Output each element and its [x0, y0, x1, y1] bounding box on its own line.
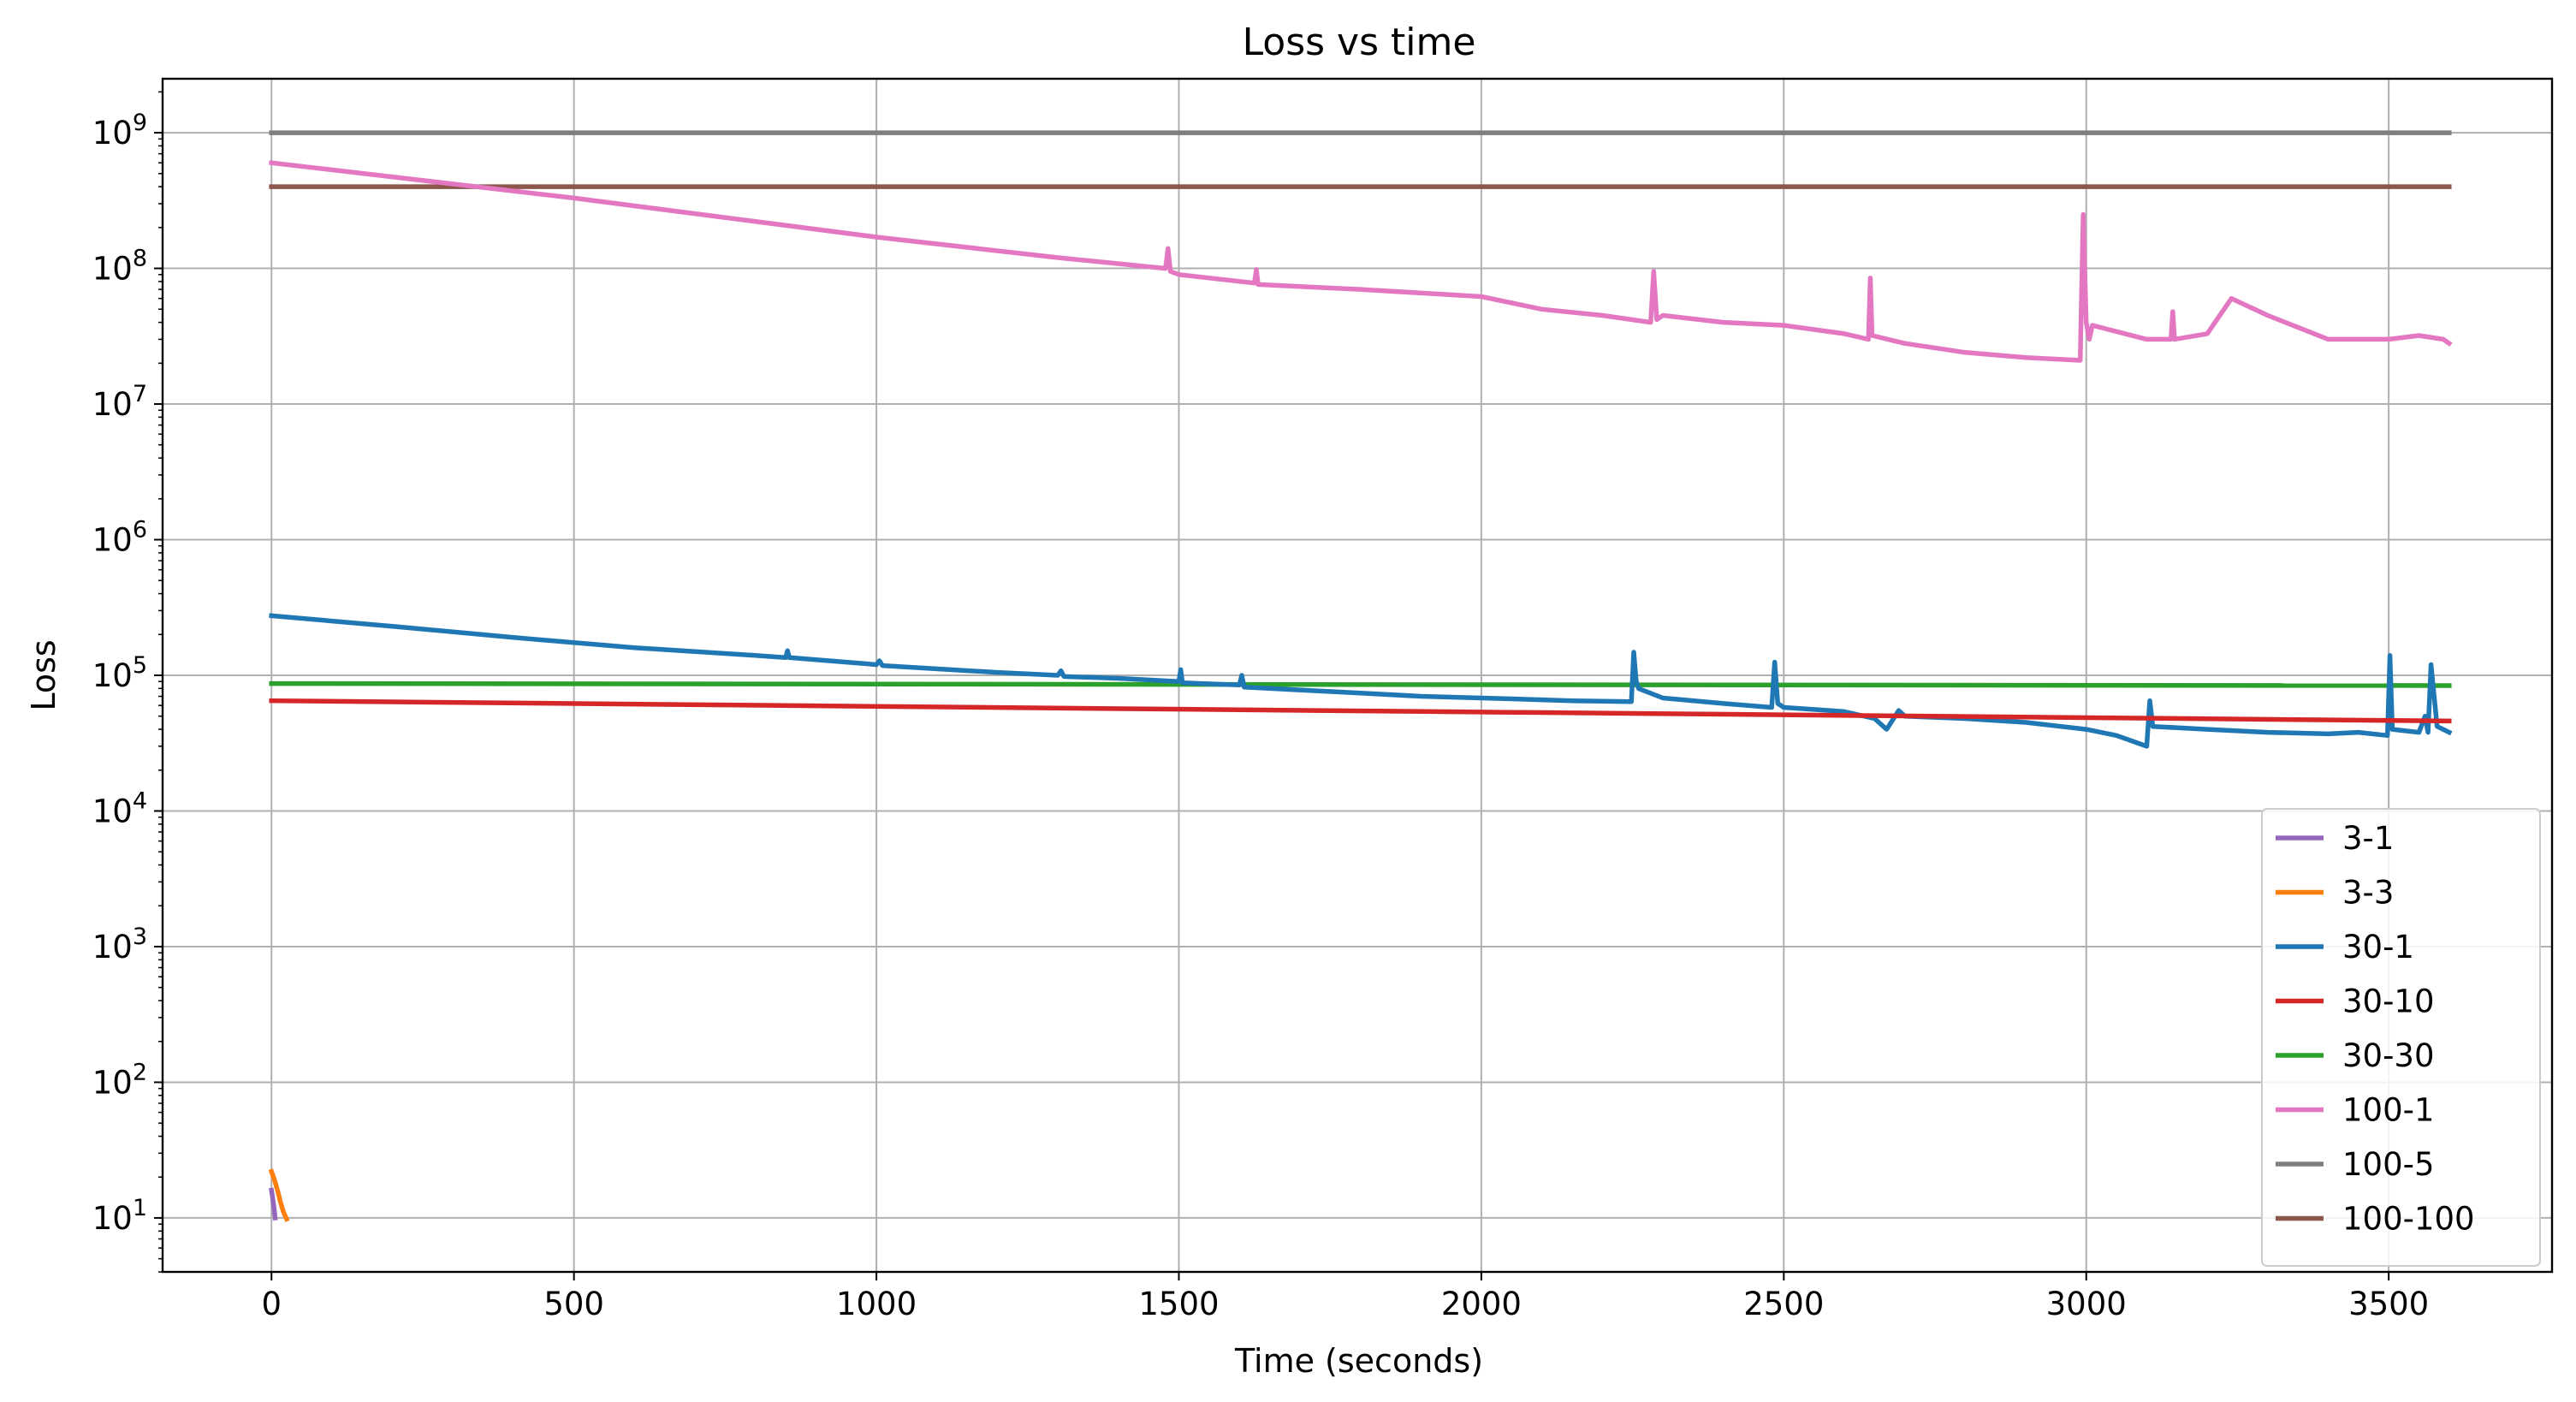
legend-label-3-1: 3-1	[2342, 820, 2394, 857]
y-tick-label: 103	[92, 924, 147, 965]
y-tick-base: 10	[92, 657, 133, 694]
y-tick-exponent: 1	[133, 1195, 147, 1221]
y-tick-exponent: 9	[133, 110, 147, 136]
legend-label-30-1: 30-1	[2342, 929, 2414, 965]
y-tick-label: 108	[92, 246, 147, 288]
legend-label-30-10: 30-10	[2342, 983, 2435, 1020]
x-axis-label: Time (seconds)	[1234, 1342, 1483, 1380]
axis-ticks: 0 500 1000 1500 2000 2500 3000 3500101102103104…	[92, 91, 2429, 1322]
chart-title: Loss vs time	[1243, 21, 1476, 64]
series-line-100-1	[269, 160, 2453, 363]
grid-lines	[163, 79, 2552, 1272]
legend-box	[2261, 808, 2541, 1267]
x-tick-label: 2500	[1743, 1286, 1824, 1322]
y-tick-exponent: 3	[133, 924, 147, 950]
y-tick-exponent: 2	[133, 1059, 147, 1085]
y-tick-label: 105	[92, 652, 147, 694]
y-tick-exponent: 7	[133, 381, 147, 407]
y-tick-label: 102	[92, 1059, 147, 1101]
x-tick-label: 0	[261, 1286, 282, 1322]
y-tick-base: 10	[92, 386, 133, 423]
y-tick-base: 10	[92, 115, 133, 151]
series-line-30-10	[269, 698, 2452, 724]
x-tick-label: 3500	[2348, 1286, 2429, 1322]
legend-label-3-3: 3-3	[2342, 875, 2394, 912]
y-tick-label: 107	[92, 381, 147, 423]
y-tick-base: 10	[92, 1064, 133, 1101]
y-tick-exponent: 8	[133, 246, 147, 272]
y-axis-label: Loss	[25, 639, 62, 710]
plot-frame	[161, 77, 2554, 1274]
legend: 3-1 3-3 30-1 30-10 30-30 100-1 100-5 100-100	[2261, 808, 2541, 1267]
y-tick-label: 104	[92, 787, 147, 829]
x-tick-label: 500	[543, 1286, 604, 1322]
y-tick-base: 10	[92, 793, 133, 829]
y-tick-exponent: 5	[133, 652, 147, 679]
y-tick-base: 10	[92, 929, 133, 965]
y-tick-base: 10	[92, 251, 133, 288]
series-line-3-1	[269, 1187, 278, 1221]
x-tick-label: 1500	[1138, 1286, 1219, 1322]
y-tick-exponent: 4	[133, 787, 147, 814]
y-tick-label: 106	[92, 517, 147, 559]
y-tick-exponent: 6	[133, 517, 147, 544]
legend-label-100-100: 100-100	[2342, 1201, 2475, 1238]
series-line-30-30	[269, 680, 2452, 688]
data-series	[268, 130, 2453, 1222]
x-tick-label: 3000	[2046, 1286, 2127, 1322]
y-tick-label: 109	[92, 110, 147, 151]
legend-label-30-30: 30-30	[2342, 1037, 2435, 1074]
y-tick-base: 10	[92, 522, 133, 559]
x-tick-label: 2000	[1441, 1286, 1522, 1322]
legend-label-100-1: 100-1	[2342, 1092, 2435, 1129]
series-line-3-3	[268, 1168, 290, 1222]
y-tick-base: 10	[92, 1200, 133, 1237]
y-tick-label: 101	[92, 1195, 147, 1237]
x-tick-label: 1000	[836, 1286, 917, 1322]
legend-label-100-5: 100-5	[2342, 1146, 2435, 1183]
series-line-30-1	[269, 613, 2453, 749]
